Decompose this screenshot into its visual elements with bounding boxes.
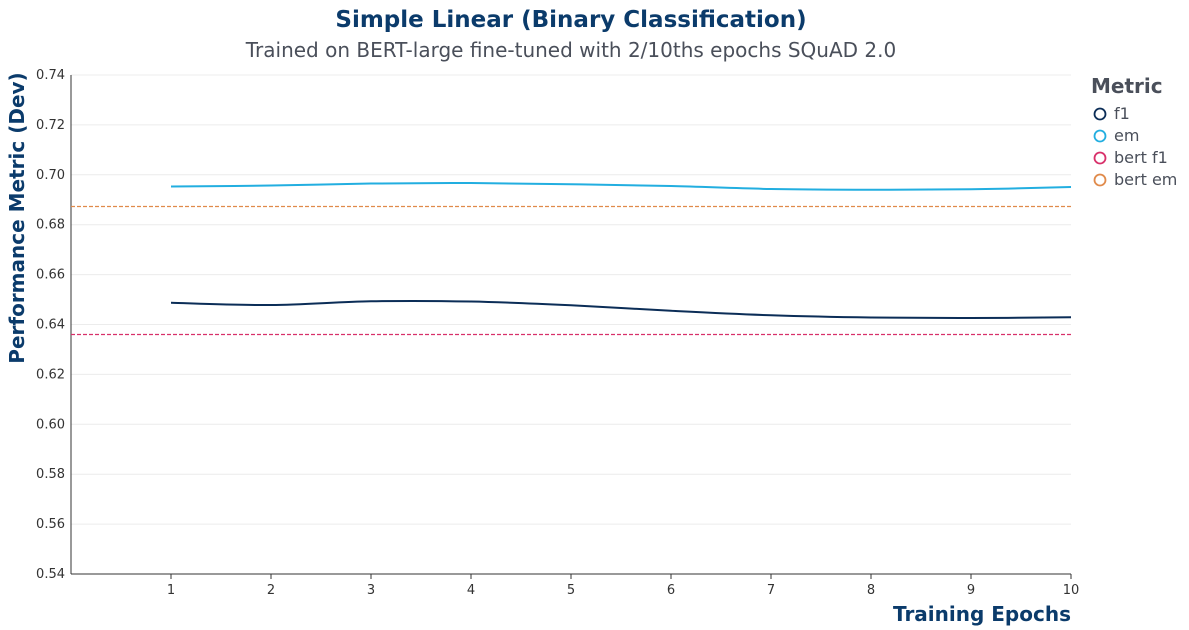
x-tick-label: 7: [767, 583, 775, 598]
series-line-f1: [170, 299, 1072, 320]
y-tick-label: 0.58: [36, 467, 65, 482]
y-tick-label: 0.72: [36, 118, 65, 133]
legend: Metric f1 em bert f1 bert em: [1091, 74, 1177, 189]
legend-label-f1: f1: [1114, 104, 1130, 123]
legend-title: Metric: [1091, 74, 1163, 98]
x-tick-label: 6: [667, 583, 675, 598]
y-tick-label: 0.54: [36, 567, 65, 582]
x-axis-title: Training Epochs: [893, 602, 1071, 626]
chart-title: Simple Linear (Binary Classification): [335, 7, 806, 33]
x-tick-label: 8: [867, 583, 875, 598]
series-line-em: [170, 181, 1072, 191]
x-tick-label: 10: [1063, 583, 1080, 598]
y-tick-label: 0.60: [36, 417, 65, 432]
series-layer: [71, 181, 1072, 336]
x-tick-label: 4: [467, 583, 475, 598]
x-tick-label: 5: [567, 583, 575, 598]
legend-marker-bert-f1: [1093, 151, 1107, 165]
y-tick-label: 0.68: [36, 218, 65, 233]
y-tick-label: 0.66: [36, 268, 65, 283]
y-tick-label: 0.62: [36, 367, 65, 382]
y-tick-label: 0.56: [36, 517, 65, 532]
legend-label-bert-em: bert em: [1114, 170, 1177, 189]
x-tick-label: 2: [267, 583, 275, 598]
legend-marker-em: [1093, 129, 1107, 143]
y-tick-label: 0.64: [36, 318, 65, 333]
legend-label-bert-f1: bert f1: [1114, 148, 1168, 167]
x-tick-label: 1: [167, 583, 175, 598]
y-tick-label: 0.74: [36, 68, 65, 83]
grid: [71, 74, 1071, 525]
x-tick-label: 9: [967, 583, 975, 598]
legend-marker-bert-em: [1093, 173, 1107, 187]
y-tick-label: 0.70: [36, 168, 65, 183]
x-tick-label: 3: [367, 583, 375, 598]
chart-subtitle: Trained on BERT-large fine-tuned with 2/…: [245, 38, 896, 62]
legend-label-em: em: [1114, 126, 1139, 145]
y-axis-title: Performance Metric (Dev): [5, 72, 29, 363]
legend-marker-f1: [1093, 107, 1107, 121]
axes: 0.54 0.56 0.58 0.60 0.62 0.64 0.66 0.68 0.70 0.72…: [36, 68, 1079, 598]
